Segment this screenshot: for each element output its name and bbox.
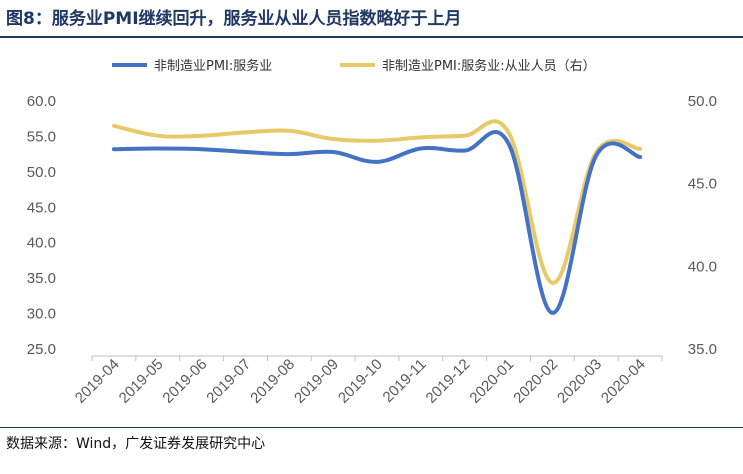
x-tick-label: 2019-06 xyxy=(159,356,210,407)
title-divider xyxy=(0,36,743,38)
left-axis: 25.0 30.0 35.0 40.0 45.0 50.0 55.0 60.0 xyxy=(27,93,56,358)
x-tick-label: 2020-04 xyxy=(598,356,649,407)
x-tick-label: 2020-02 xyxy=(510,356,561,407)
left-tick-label: 55.0 xyxy=(27,128,56,145)
x-tick-label: 2020-01 xyxy=(466,356,517,407)
x-tick-label: 2019-10 xyxy=(335,356,386,407)
x-tick-label: 2020-03 xyxy=(554,356,605,407)
series-layer xyxy=(111,119,643,315)
legend: 非制造业PMI:服务业 非制造业PMI:服务业:从业人员（右） xyxy=(112,58,596,74)
legend-item-services-employment-label: 非制造业PMI:服务业:从业人员（右） xyxy=(382,58,596,74)
series-line-services-employment xyxy=(111,119,643,285)
legend-item-services-pmi-label: 非制造业PMI:服务业 xyxy=(154,58,272,74)
right-tick-label: 35.0 xyxy=(688,341,717,358)
source-divider xyxy=(0,427,743,428)
x-tick-label: 2019-07 xyxy=(203,356,254,407)
left-tick-label: 25.0 xyxy=(27,341,56,358)
x-tick-label: 2019-11 xyxy=(380,356,430,406)
source-note: 数据来源：Wind，广发证券发展研究中心 xyxy=(6,436,266,452)
x-tick-label: 2019-08 xyxy=(247,356,298,407)
right-axis: 35.0 40.0 45.0 50.0 xyxy=(688,93,717,358)
x-tick-label: 2019-09 xyxy=(291,356,342,407)
chart-title: 图8：服务业PMI继续回升，服务业从业人员指数略好于上月 xyxy=(6,9,462,29)
right-tick-label: 40.0 xyxy=(688,258,717,275)
right-tick-label: 45.0 xyxy=(688,176,717,193)
left-tick-label: 45.0 xyxy=(27,199,56,216)
x-tick-label: 2019-12 xyxy=(423,356,474,407)
left-tick-label: 50.0 xyxy=(27,164,56,181)
x-tick-label: 2019-04 xyxy=(72,356,123,407)
right-tick-label: 50.0 xyxy=(688,93,717,110)
series-line-services-pmi xyxy=(111,130,643,315)
left-tick-label: 35.0 xyxy=(27,270,56,287)
left-tick-label: 30.0 xyxy=(27,306,56,323)
left-tick-label: 60.0 xyxy=(27,93,56,110)
left-tick-label: 40.0 xyxy=(27,235,56,252)
x-tick-label: 2019-05 xyxy=(116,356,167,407)
x-axis: 2019-042019-052019-062019-072019-082019-… xyxy=(72,355,663,407)
